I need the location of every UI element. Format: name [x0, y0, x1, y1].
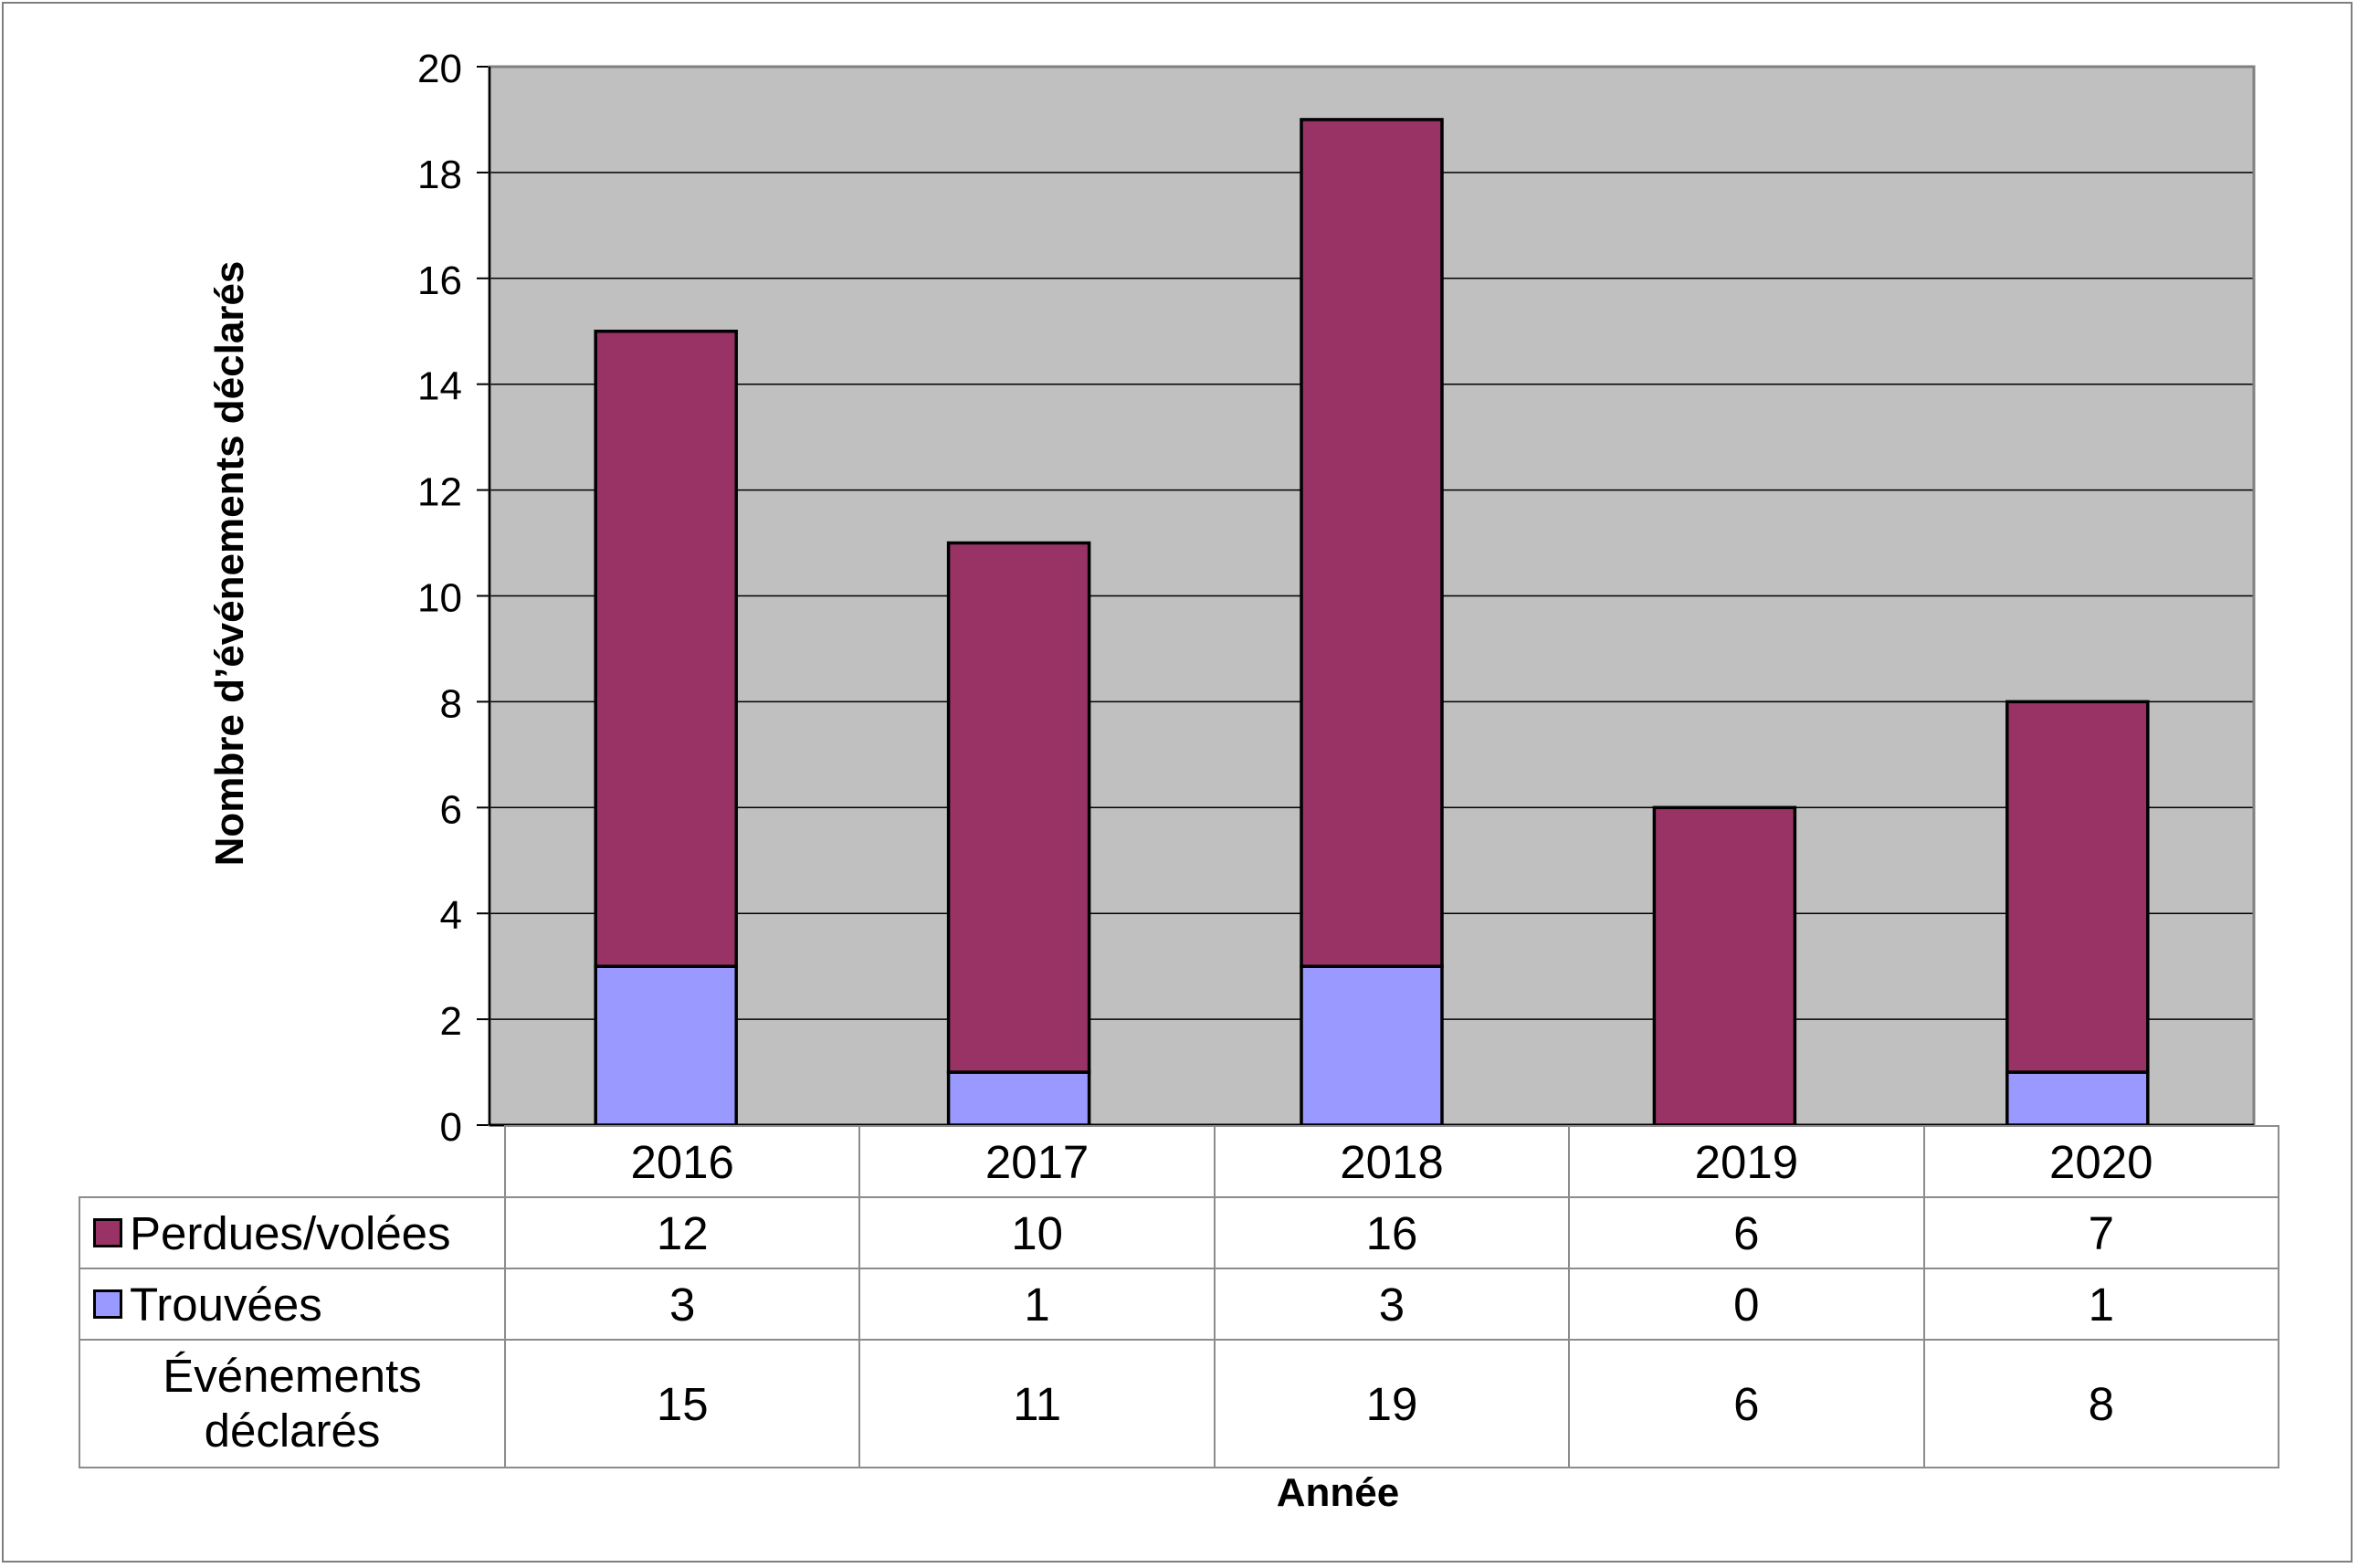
y-tick-label: 10 [417, 576, 462, 621]
bar [1300, 118, 1444, 968]
data-label: 6 [1568, 1339, 1925, 1468]
data-table: 2016 2017 2018 2019 2020 Perdues/volées 12 10 16… [79, 1125, 2279, 1468]
bar [1652, 805, 1797, 1127]
data-label: 7 [1922, 1196, 2279, 1269]
data-label: 16 [1213, 1196, 1571, 1269]
table-header-row: 2016 2017 2018 2019 2020 [79, 1125, 2279, 1198]
x-axis-label: Année [1276, 1470, 1400, 1515]
y-axis-label: Nombre d’événements déclarés [207, 260, 252, 867]
y-tick-label: 20 [417, 47, 462, 91]
y-tick-label: 16 [417, 258, 462, 303]
table-row: Trouvées 3 1 3 0 1 [79, 1268, 2279, 1341]
table-row: Perdues/volées 12 10 16 6 7 [79, 1196, 2279, 1269]
bar [2005, 1070, 2150, 1127]
y-tick-label: 2 [440, 999, 462, 1044]
y-tick-label: 6 [440, 787, 462, 832]
data-label: 10 [858, 1196, 1216, 1269]
legend-entry: Perdues/volées [79, 1196, 506, 1269]
totals-label: Événements déclarés [79, 1339, 506, 1468]
data-label: 15 [503, 1339, 861, 1468]
data-label: 8 [1922, 1339, 2279, 1468]
legend-swatch [93, 1218, 122, 1248]
legend-label: Perdues/volées [130, 1206, 451, 1259]
bar [946, 1070, 1091, 1127]
data-label: 1 [858, 1268, 1216, 1341]
data-label: 11 [858, 1339, 1216, 1468]
data-label: 19 [1213, 1339, 1571, 1468]
bar [594, 330, 738, 968]
data-label: 3 [503, 1268, 861, 1341]
bar [594, 964, 738, 1127]
data-label: 6 [1568, 1196, 1925, 1269]
legend-entry: Trouvées [79, 1268, 506, 1341]
x-tick-label: 2020 [1922, 1125, 2279, 1198]
bar [946, 541, 1091, 1074]
data-label: 3 [1213, 1268, 1571, 1341]
y-tick-label: 12 [417, 470, 462, 515]
x-tick-label: 2017 [858, 1125, 1216, 1198]
x-tick-label: 2019 [1568, 1125, 1925, 1198]
data-label: 0 [1568, 1268, 1925, 1341]
y-tick-label: 14 [417, 364, 462, 409]
bar [1300, 964, 1444, 1127]
table-corner [79, 1126, 506, 1198]
x-tick-label: 2016 [503, 1125, 861, 1198]
y-tick-label: 18 [417, 153, 462, 197]
data-label: 12 [503, 1196, 861, 1269]
legend-label: Trouvées [130, 1278, 322, 1331]
x-tick-label: 2018 [1213, 1125, 1571, 1198]
y-tick-label: 4 [440, 893, 462, 938]
bar [2005, 700, 2150, 1074]
table-row: Événements déclarés 15 11 19 6 8 [79, 1339, 2279, 1468]
legend-swatch [93, 1289, 122, 1320]
data-label: 1 [1922, 1268, 2279, 1341]
y-tick-label: 8 [440, 681, 462, 726]
